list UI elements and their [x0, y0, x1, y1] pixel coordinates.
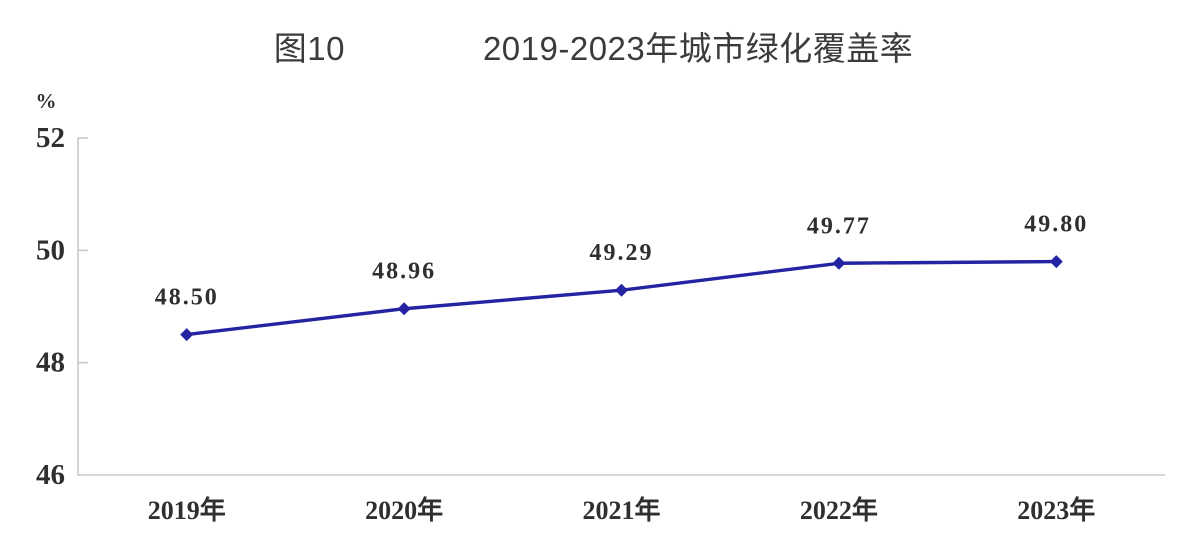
y-axis-tick-label: 46 [36, 459, 65, 491]
y-axis-unit-label: % [36, 89, 57, 113]
data-point-label: 49.29 [590, 240, 654, 266]
data-point-label: 48.96 [372, 259, 436, 285]
y-axis-tick-label: 50 [36, 234, 65, 266]
y-axis-tick-label: 52 [36, 122, 65, 154]
data-point-marker [832, 256, 846, 270]
x-axis-label: 2023年 [1017, 495, 1095, 525]
data-point-label: 49.80 [1024, 212, 1088, 238]
x-axis-label: 2021年 [582, 495, 660, 525]
data-point-marker [1049, 255, 1063, 269]
figure-header: 图10 2019-2023年城市绿化覆盖率 [0, 22, 1187, 70]
data-point-marker [397, 302, 411, 316]
x-axis-label: 2019年 [148, 495, 226, 525]
data-point-marker [615, 283, 628, 297]
x-axis-label: 2020年 [365, 495, 443, 525]
y-axis-tick-label: 48 [36, 347, 65, 379]
data-point-label: 48.50 [155, 285, 219, 311]
data-point-label: 49.77 [807, 213, 871, 239]
chart-title: 2019-2023年城市绿化覆盖率 [482, 30, 914, 67]
data-point-marker [180, 328, 194, 342]
figure-number-label: 图10 [273, 30, 345, 67]
series-line [184, 259, 1059, 337]
x-axis-label: 2022年 [800, 495, 878, 525]
axis-frame [77, 138, 1165, 476]
